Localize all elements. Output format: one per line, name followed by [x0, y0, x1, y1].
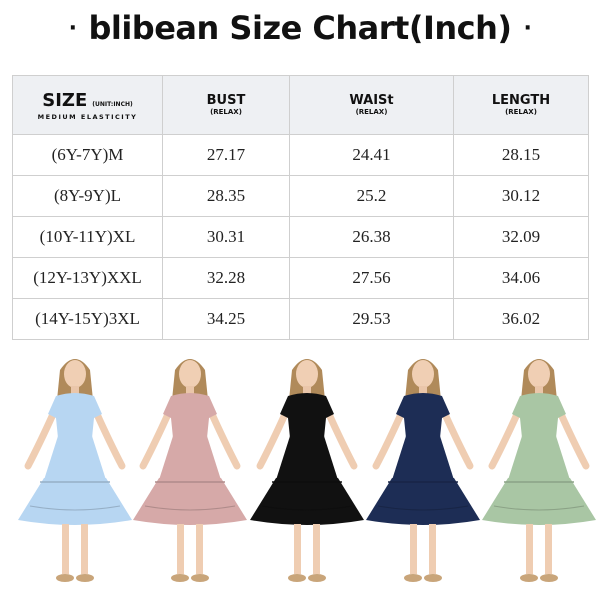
bust-cell: 34.25: [162, 298, 290, 340]
model-photo-3: [250, 359, 364, 582]
title-dot-left: ·: [68, 15, 77, 41]
waist-cell: 26.38: [289, 216, 454, 258]
model-photo-1: [18, 359, 132, 582]
waist-cell: 29.53: [289, 298, 454, 340]
title-text: blibean Size Chart(Inch): [88, 9, 512, 47]
bust-cell: 30.31: [162, 216, 290, 258]
model-photo-4: [366, 359, 480, 582]
length-cell: 30.12: [453, 175, 589, 217]
size-cell: (12Y-13Y)XXL: [12, 257, 163, 299]
length-header-sub: (RELAX): [505, 108, 537, 116]
chart-title: · blibean Size Chart(Inch) ·: [0, 2, 600, 54]
size-cell: (10Y-11Y)XL: [12, 216, 163, 258]
table-header-row: SIZE (UNIT:INCH) MEDIUM ELASTICITY BUST …: [12, 75, 589, 135]
waist-cell: 24.41: [289, 134, 454, 176]
size-cell: (8Y-9Y)L: [12, 175, 163, 217]
table-row: (14Y-15Y)3XL 34.25 29.53 36.02: [12, 298, 589, 340]
size-chart-table: SIZE (UNIT:INCH) MEDIUM ELASTICITY BUST …: [12, 75, 589, 340]
length-cell: 32.09: [453, 216, 589, 258]
waist-cell: 25.2: [289, 175, 454, 217]
size-cell: (6Y-7Y)M: [12, 134, 163, 176]
bust-cell: 27.17: [162, 134, 290, 176]
elasticity-label: MEDIUM ELASTICITY: [37, 112, 138, 121]
bust-header: BUST (RELAX): [162, 75, 290, 135]
unit-label: (UNIT:INCH): [92, 100, 133, 108]
title-dot-right: ·: [523, 15, 532, 41]
table-row: (12Y-13Y)XXL 32.28 27.56 34.06: [12, 257, 589, 299]
table-row: (10Y-11Y)XL 30.31 26.38 32.09: [12, 216, 589, 258]
length-header: LENGTH (RELAX): [453, 75, 589, 135]
length-header-label: LENGTH: [491, 93, 551, 108]
bust-cell: 32.28: [162, 257, 290, 299]
bust-header-label: BUST: [206, 93, 246, 108]
bust-header-sub: (RELAX): [210, 108, 242, 116]
table-row: (6Y-7Y)M 27.17 24.41 28.15: [12, 134, 589, 176]
model-photo-5: [482, 359, 596, 582]
bust-cell: 28.35: [162, 175, 290, 217]
length-cell: 34.06: [453, 257, 589, 299]
waist-header: WAISt (RELAX): [289, 75, 454, 135]
table-row: (8Y-9Y)L 28.35 25.2 30.12: [12, 175, 589, 217]
model-photos: [0, 348, 600, 600]
size-label: SIZE: [42, 89, 88, 111]
waist-cell: 27.56: [289, 257, 454, 299]
waist-header-label: WAISt: [349, 93, 394, 108]
waist-header-sub: (RELAX): [355, 108, 388, 116]
model-photo-2: [133, 359, 247, 582]
length-cell: 28.15: [453, 134, 589, 176]
length-cell: 36.02: [453, 298, 589, 340]
size-cell: (14Y-15Y)3XL: [12, 298, 163, 340]
size-header: SIZE (UNIT:INCH) MEDIUM ELASTICITY: [12, 75, 163, 135]
